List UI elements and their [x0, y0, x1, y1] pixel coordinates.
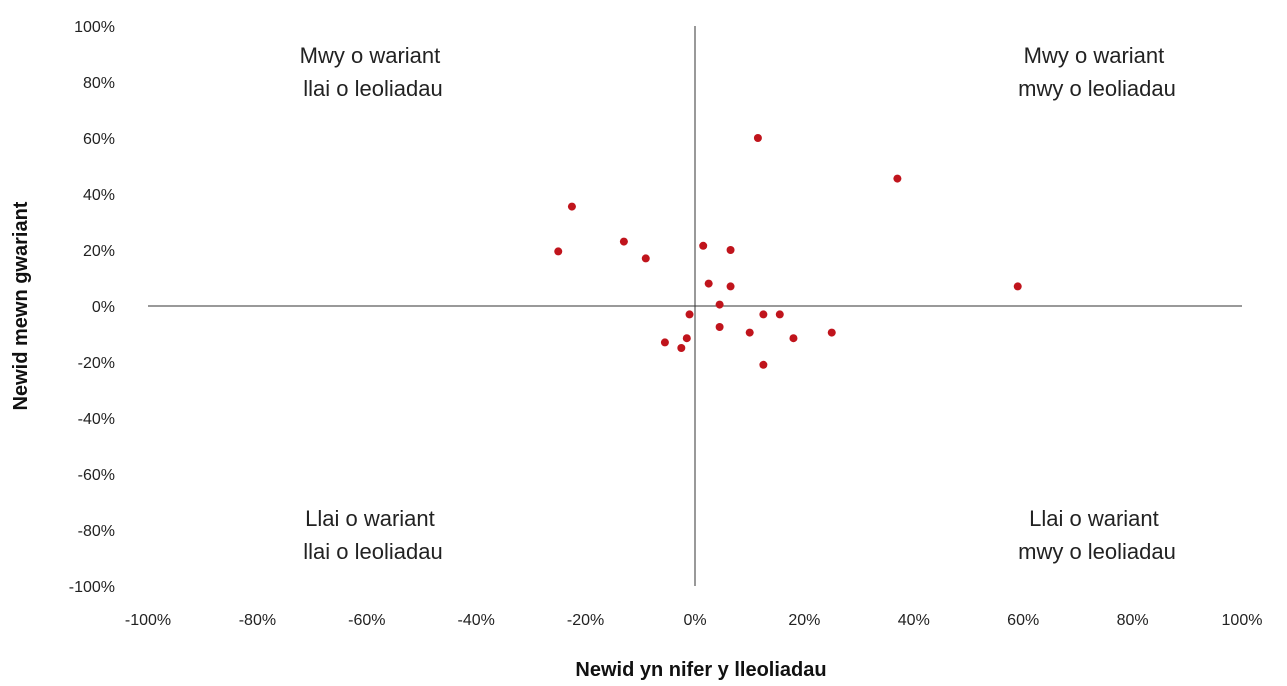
scatter-point [827, 328, 836, 337]
quadrant-label-bottom-left-line2: llai o leoliadau [303, 539, 442, 564]
scatter-point [789, 334, 798, 343]
quadrant-label-bottom-left: Llai o wariant llai o leoliadau [303, 506, 442, 564]
quadrant-label-bottom-right: Llai o wariant mwy o leoliadau [1018, 506, 1176, 564]
y-tick-label: -60% [78, 467, 115, 484]
quadrant-label-top-right-line2: mwy o leoliadau [1018, 76, 1176, 101]
x-axis-title: Newid yn nifer y lleoliadau [575, 659, 826, 681]
scatter-point [699, 241, 708, 250]
scatter-point [893, 174, 902, 183]
y-tick-label: -80% [78, 523, 115, 540]
x-tick-label: 80% [1117, 612, 1149, 629]
x-tick-label: 0% [683, 612, 706, 629]
scatter-point [567, 202, 576, 211]
scatter-point [759, 310, 768, 319]
x-tick-label: -20% [567, 612, 604, 629]
y-axis-ticks: 100% 80% 60% 40% 20% 0% -20% -40% -60% -80% -100% [69, 19, 115, 596]
scatter-point [715, 300, 724, 309]
scatter-point [1013, 282, 1022, 291]
data-points [554, 134, 1022, 369]
y-tick-label: -20% [78, 355, 115, 372]
y-tick-label: 0% [92, 299, 115, 316]
y-tick-label: 100% [74, 19, 115, 36]
scatter-point [759, 360, 768, 369]
x-tick-label: -100% [125, 612, 171, 629]
y-tick-label: -40% [78, 411, 115, 428]
scatter-point [753, 134, 762, 142]
quadrant-label-top-left: Mwy o wariant llai o leoliadau [300, 43, 447, 101]
x-tick-label: -80% [239, 612, 276, 629]
quadrant-label-top-left-line2: llai o leoliadau [303, 76, 442, 101]
scatter-point [677, 344, 686, 352]
scatter-point [554, 247, 563, 256]
quadrant-label-top-right-line1: Mwy o wariant [1024, 43, 1165, 68]
scatter-point [682, 334, 691, 343]
quadrant-label-bottom-left-line1: Llai o wariant [305, 506, 435, 531]
scatter-point [715, 323, 724, 331]
scatter-point [775, 310, 784, 319]
scatter-point [641, 254, 650, 263]
quadrant-label-top-left-line1: Mwy o wariant [300, 43, 441, 68]
x-tick-label: 20% [788, 612, 820, 629]
quadrant-label-top-right: Mwy o wariant mwy o leoliadau [1018, 43, 1176, 101]
scatter-point [745, 328, 754, 337]
x-tick-label: 40% [898, 612, 930, 629]
x-tick-label: 60% [1007, 612, 1039, 629]
scatter-point [685, 310, 694, 319]
quadrant-label-bottom-right-line2: mwy o leoliadau [1018, 539, 1176, 564]
y-tick-label: -100% [69, 579, 115, 596]
scatter-point [726, 246, 735, 254]
scatter-point [704, 279, 713, 288]
x-tick-label: -40% [458, 612, 495, 629]
scatter-point [619, 237, 628, 246]
scatter-point [660, 338, 669, 347]
y-tick-label: 80% [83, 75, 115, 92]
x-tick-label: -60% [348, 612, 385, 629]
y-axis-title: Newid mewn gwariant [10, 201, 32, 410]
y-tick-label: 20% [83, 243, 115, 260]
y-tick-label: 60% [83, 131, 115, 148]
x-tick-label: 100% [1222, 612, 1263, 629]
scatter-point [726, 282, 735, 291]
x-axis-ticks: -100% -80% -60% -40% -20% 0% 20% 40% 60% 80% 100% [125, 612, 1263, 629]
quadrant-label-bottom-right-line1: Llai o wariant [1029, 506, 1159, 531]
y-tick-label: 40% [83, 187, 115, 204]
